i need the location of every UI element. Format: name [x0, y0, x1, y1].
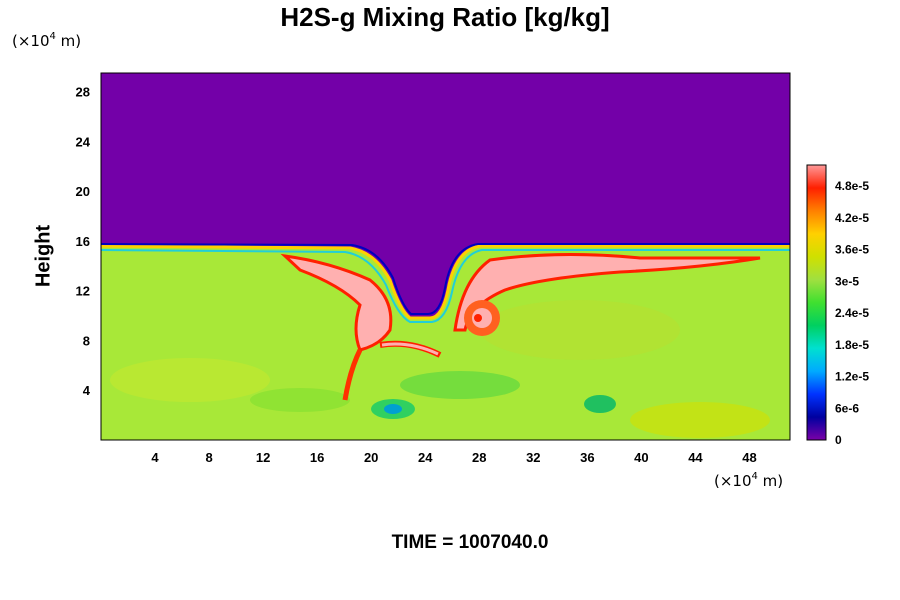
x-tick-label: 24: [418, 450, 433, 465]
colorbar-tick-label: 0: [835, 433, 842, 447]
x-tick-label: 4: [151, 450, 159, 465]
plume-left: [280, 253, 393, 352]
field-eddy: [584, 395, 616, 413]
x-tick-label: 8: [205, 450, 212, 465]
x-tick-label: 20: [364, 450, 378, 465]
time-label: TIME = 1007040.0: [391, 532, 549, 553]
plot-field: [101, 73, 790, 440]
y-unit-suffix: m): [55, 32, 82, 50]
x-tick-label: 16: [310, 450, 324, 465]
plume-right: [453, 252, 761, 332]
colorbar-tick-label: 4.2e-5: [835, 211, 869, 225]
colorbar-tick-group: 0 6e-6 1.2e-5 1.8e-5 2.4e-5 3e-5 3.6e-5 4.2e-5 4…: [835, 179, 869, 447]
x-tick-label: 36: [580, 450, 594, 465]
plot-frame: [100, 72, 791, 441]
y-unit-prefix: (×10: [12, 32, 50, 50]
field-patch: [250, 388, 350, 412]
x-tick-label: 12: [256, 450, 270, 465]
field-patch: [480, 300, 680, 360]
x-tick-label: 32: [526, 450, 540, 465]
y-tick-label: 8: [83, 333, 90, 348]
field-patch: [400, 371, 520, 399]
plume-stem: [342, 348, 363, 401]
x-tick-group: 4 8 12 16 20 24 28 32 36 40 44 48: [151, 450, 756, 465]
x-tick-label: 48: [742, 450, 756, 465]
field-eddy-core: [384, 404, 402, 414]
colorbar-tick-label: 3e-5: [835, 274, 859, 288]
y-tick-label: 4: [83, 383, 91, 398]
plume-vortex-center: [474, 314, 482, 322]
colorbar-tick-label: 1.2e-5: [835, 370, 869, 384]
interface-band: [101, 243, 790, 315]
y-tick-label: 20: [76, 184, 90, 199]
y-unit-exponent: 4: [49, 31, 56, 42]
colorbar: [806, 164, 827, 441]
upper-layer-field: [101, 73, 790, 318]
interface-band: [101, 249, 790, 323]
y-tick-label: 16: [76, 234, 90, 249]
x-tick-label: 44: [688, 450, 703, 465]
x-unit-suffix: m): [757, 472, 784, 490]
x-unit-prefix: (×10: [714, 472, 752, 490]
y-unit-label: (×104 m): [12, 31, 82, 50]
x-tick-label: 40: [634, 450, 648, 465]
colorbar-tick-label: 2.4e-5: [835, 306, 869, 320]
y-tick-label: 12: [76, 284, 90, 299]
x-unit-exponent: 4: [751, 471, 758, 482]
x-tick-label: 28: [472, 450, 486, 465]
y-tick-group: 4 8 12 16 20 24 28: [76, 85, 91, 399]
field-patch: [630, 402, 770, 438]
y-tick-label: 28: [76, 85, 90, 100]
plume-arm-core: [381, 342, 439, 356]
y-tick-label: 24: [76, 134, 91, 149]
chart-title: H2S-g Mixing Ratio [kg/kg]: [280, 2, 610, 32]
x-unit-label: (×104 m): [714, 471, 784, 490]
interface-band: [101, 244, 790, 320]
colorbar-tick-label: 3.6e-5: [835, 243, 869, 257]
colorbar-tick-label: 1.8e-5: [835, 338, 869, 352]
colorbar-tick-label: 6e-6: [835, 401, 859, 415]
field-patch: [110, 358, 270, 402]
colorbar-tick-label: 4.8e-5: [835, 179, 869, 193]
